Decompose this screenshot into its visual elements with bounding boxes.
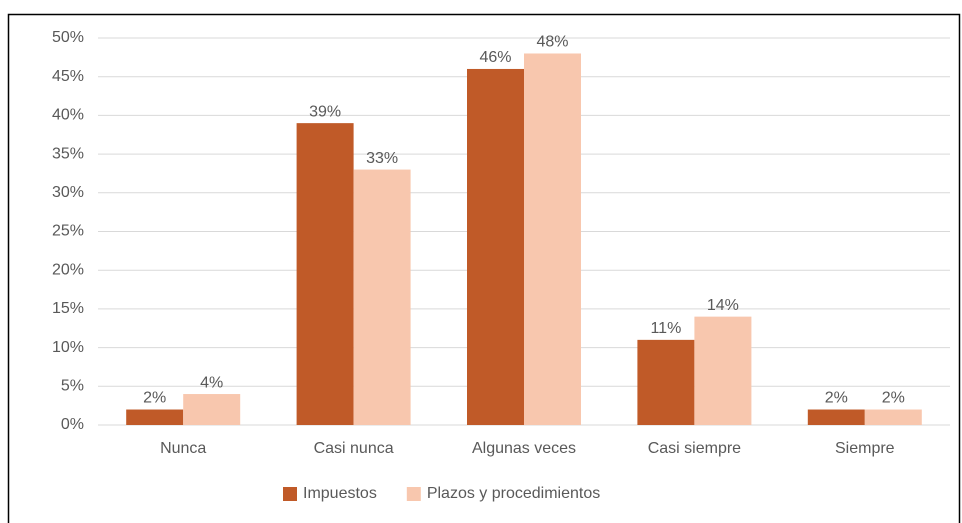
x-tick-label: Siempre (835, 440, 895, 457)
y-tick-label: 45% (52, 68, 84, 85)
x-tick-label: Algunas veces (472, 440, 576, 457)
value-label: 48% (536, 34, 568, 51)
legend-swatch (406, 487, 421, 501)
bar (694, 316, 752, 425)
bar (126, 409, 184, 425)
x-tick-label: Nunca (160, 440, 206, 457)
value-label: 14% (707, 297, 739, 314)
value-label: 4% (200, 374, 223, 391)
value-label: 33% (366, 150, 398, 167)
bar (353, 169, 411, 425)
y-tick-label: 40% (52, 107, 84, 124)
bar (467, 68, 524, 426)
bar (637, 339, 695, 425)
value-label: 39% (309, 103, 341, 120)
y-tick-label: 50% (52, 29, 84, 46)
legend-label: Impuestos (303, 485, 377, 502)
value-label: 11% (650, 320, 681, 337)
x-tick-label: Casi siempre (648, 440, 741, 457)
y-tick-label: 10% (52, 339, 84, 356)
y-tick-label: 5% (61, 378, 84, 395)
bar (183, 394, 241, 425)
bar (864, 409, 922, 425)
y-tick-label: 20% (52, 261, 84, 278)
bar (807, 409, 865, 425)
value-label: 2% (143, 390, 166, 407)
value-label: 46% (479, 49, 511, 66)
y-tick-label: 0% (61, 416, 84, 433)
y-tick-label: 15% (52, 300, 84, 317)
bar (296, 123, 354, 425)
y-tick-label: 35% (52, 145, 84, 162)
y-tick-label: 30% (52, 184, 84, 201)
legend-swatch (283, 487, 297, 501)
value-label: 2% (825, 390, 848, 407)
value-label: 2% (882, 390, 905, 407)
y-tick-label: 25% (52, 223, 84, 240)
legend-label: Plazos y procedimientos (427, 485, 600, 502)
bar (524, 53, 581, 425)
x-tick-label: Casi nunca (314, 440, 394, 457)
